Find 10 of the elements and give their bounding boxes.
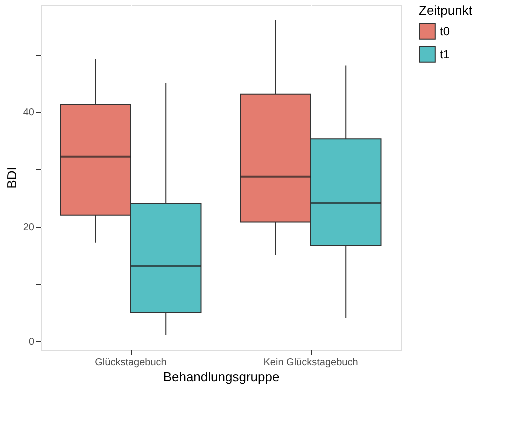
x-tick-label: Glückstagebuch — [95, 358, 167, 368]
y-axis-title: BDI — [4, 167, 20, 189]
y-tick-label: 40 — [23, 108, 35, 119]
x-axis-title: Behandlungsgruppe — [163, 370, 280, 384]
legend-label: t0 — [440, 24, 450, 38]
legend-title: Zeitpunkt — [419, 3, 473, 18]
y-tick-label: 0 — [28, 336, 35, 348]
x-tick-label: Kein Glückstagebuch — [264, 358, 358, 368]
legend-label: t1 — [440, 48, 450, 62]
y-tick-label: 20 — [23, 222, 35, 234]
